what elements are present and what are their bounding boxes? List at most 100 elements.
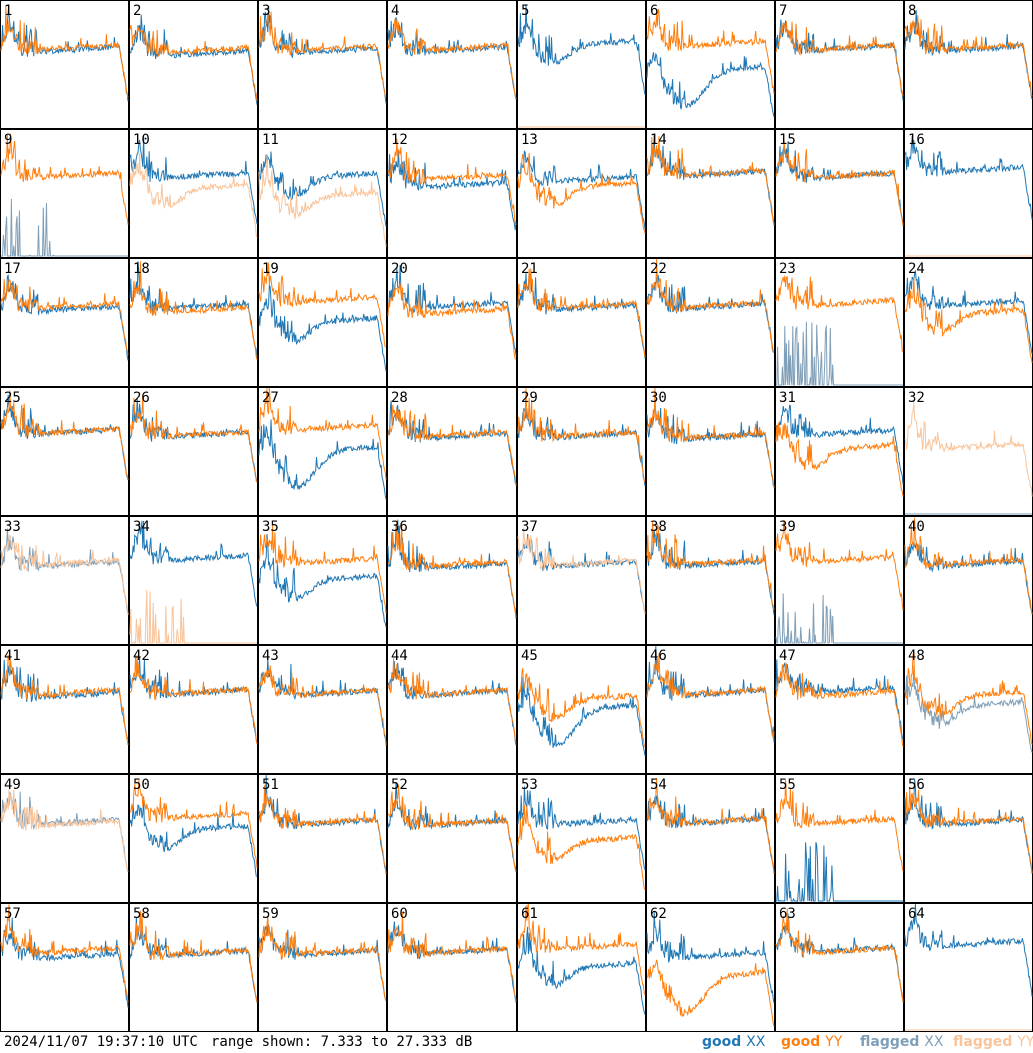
antenna-panel-10: 10 bbox=[129, 129, 258, 258]
panel-label: 18 bbox=[133, 261, 150, 277]
antenna-panel-13: 13 bbox=[517, 129, 646, 258]
antenna-panel-20: 20 bbox=[387, 258, 517, 387]
panel-frame bbox=[517, 645, 646, 774]
panel-label: 1 bbox=[4, 3, 12, 19]
spectrum-line-xx bbox=[129, 520, 258, 607]
range-label: range shown: 7.333 to 27.333 dB bbox=[211, 1034, 473, 1050]
legend-flagged-xx: flagged XX bbox=[860, 1034, 943, 1050]
panel-label: 25 bbox=[4, 390, 21, 406]
antenna-panel-2: 2 bbox=[129, 0, 258, 129]
panel-label: 12 bbox=[391, 132, 408, 148]
panel-label: 60 bbox=[391, 906, 408, 922]
spectrum-line-yy bbox=[904, 787, 1033, 874]
panel-frame bbox=[0, 129, 129, 258]
panel-label: 38 bbox=[650, 519, 667, 535]
panel-label: 63 bbox=[779, 906, 796, 922]
panel-frame bbox=[258, 129, 387, 258]
panel-label: 7 bbox=[779, 3, 787, 19]
antenna-panel-59: 59 bbox=[258, 903, 387, 1032]
antenna-panel-47: 47 bbox=[775, 645, 904, 774]
panel-frame bbox=[775, 903, 904, 1032]
spectrum-line-yy bbox=[0, 789, 129, 872]
antenna-panel-56: 56 bbox=[904, 774, 1033, 903]
panel-label: 44 bbox=[391, 648, 408, 664]
panel-frame bbox=[129, 645, 258, 774]
panel-label: 39 bbox=[779, 519, 796, 535]
spectrum-line-yy bbox=[646, 387, 775, 488]
spectrum-line-yy bbox=[387, 138, 517, 226]
panel-frame bbox=[517, 258, 646, 387]
legend-word: good bbox=[781, 1034, 821, 1050]
antenna-panel-21: 21 bbox=[517, 258, 646, 387]
antenna-panel-44: 44 bbox=[387, 645, 517, 774]
spectrum-line-xx bbox=[517, 926, 646, 1015]
panel-frame bbox=[904, 516, 1033, 645]
antenna-panel-12: 12 bbox=[387, 129, 517, 258]
antenna-panel-41: 41 bbox=[0, 645, 129, 774]
legend-word: flagged bbox=[953, 1034, 1013, 1050]
panel-label: 37 bbox=[521, 519, 538, 535]
spectrum-line-xx bbox=[776, 842, 903, 903]
spectrum-line-yy bbox=[775, 140, 904, 227]
panel-frame bbox=[129, 387, 258, 516]
spectrum-line-yy bbox=[0, 904, 129, 1003]
panel-label: 2 bbox=[133, 3, 141, 19]
antenna-panel-32: 32 bbox=[904, 387, 1033, 516]
spectrum-line-xx bbox=[0, 394, 129, 481]
panel-frame bbox=[258, 774, 387, 903]
spectrum-line-xx bbox=[776, 321, 903, 386]
spectrum-line-xx bbox=[258, 151, 387, 227]
spectrum-line-yy bbox=[775, 662, 904, 747]
antenna-panel-8: 8 bbox=[904, 0, 1033, 129]
panel-label: 46 bbox=[650, 648, 667, 664]
spectrum-line-xx bbox=[904, 135, 1033, 220]
panel-label: 51 bbox=[262, 777, 279, 793]
spectrum-line-xx bbox=[904, 270, 1033, 354]
panel-frame bbox=[0, 903, 129, 1032]
panel-label: 32 bbox=[908, 390, 925, 406]
footer-bar: 2024/11/07 19:37:10 UTC range shown: 7.3… bbox=[0, 1032, 1033, 1053]
spectrum-line-xx bbox=[904, 779, 1033, 874]
antenna-panel-34: 34 bbox=[129, 516, 258, 645]
panel-label: 43 bbox=[262, 648, 279, 664]
panel-frame bbox=[775, 774, 904, 903]
panel-frame bbox=[387, 903, 517, 1032]
panel-label: 19 bbox=[262, 261, 279, 277]
panel-label: 49 bbox=[4, 777, 21, 793]
panel-frame bbox=[904, 258, 1033, 387]
spectrum-line-xx bbox=[646, 52, 775, 118]
spectrum-line-xx bbox=[517, 786, 646, 871]
panel-frame bbox=[387, 129, 517, 258]
spectrum-line-yy bbox=[646, 653, 775, 739]
antenna-panel-6: 6 bbox=[646, 0, 775, 129]
spectrum-line-yy bbox=[129, 654, 258, 745]
spectrum-line-xx bbox=[517, 271, 646, 359]
spectrum-line-yy bbox=[0, 279, 129, 355]
panel-frame bbox=[0, 774, 129, 903]
antenna-panel-36: 36 bbox=[387, 516, 517, 645]
spectrum-line-yy bbox=[387, 784, 517, 872]
spectrum-line-yy bbox=[0, 654, 129, 746]
antenna-panel-52: 52 bbox=[387, 774, 517, 903]
spectrum-line-yy bbox=[517, 805, 646, 891]
antenna-panel-39: 39 bbox=[775, 516, 904, 645]
spectrum-line-yy bbox=[0, 534, 129, 616]
antenna-panel-38: 38 bbox=[646, 516, 775, 645]
panel-frame bbox=[775, 645, 904, 774]
spectrum-line-yy bbox=[517, 527, 646, 615]
panel-frame bbox=[904, 387, 1033, 516]
panel-label: 8 bbox=[908, 3, 916, 19]
antenna-panel-57: 57 bbox=[0, 903, 129, 1032]
spectrum-line-yy bbox=[517, 667, 646, 747]
legend-pol: XX bbox=[924, 1034, 944, 1050]
spectrum-line-yy bbox=[904, 651, 1033, 745]
spectrum-line-yy bbox=[258, 11, 387, 97]
panel-label: 61 bbox=[521, 906, 538, 922]
panel-frame bbox=[258, 258, 387, 387]
antenna-panel-26: 26 bbox=[129, 387, 258, 516]
legend-pol: YY bbox=[825, 1034, 843, 1050]
antenna-panel-28: 28 bbox=[387, 387, 517, 516]
antenna-panel-64: 64 bbox=[904, 903, 1033, 1032]
antenna-panel-22: 22 bbox=[646, 258, 775, 387]
panel-label: 30 bbox=[650, 390, 667, 406]
